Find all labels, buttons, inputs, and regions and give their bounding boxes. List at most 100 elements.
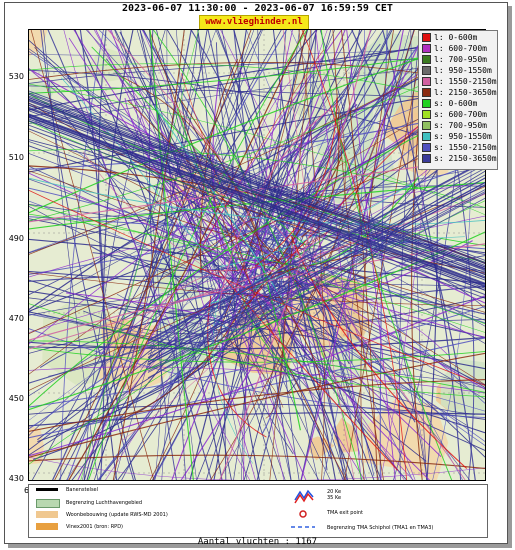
legend-swatch	[422, 77, 431, 86]
legend-item: s: 1550-2150m	[422, 143, 497, 153]
tma-exit-point-icon	[299, 510, 307, 518]
flight-track	[290, 236, 468, 469]
flight-count: Aantal vluchten : 1167	[197, 537, 318, 547]
legend-item: l: 700-950m	[422, 55, 487, 65]
flight-track	[43, 29, 99, 481]
legend-swatch	[422, 143, 431, 152]
y-label-430: 430	[8, 474, 24, 483]
flight-track	[51, 29, 192, 481]
legend-item: s: 0-600m	[422, 99, 477, 109]
y-label-510: 510	[8, 153, 24, 162]
flight-track	[152, 29, 363, 481]
flight-track	[147, 181, 486, 363]
flight-track	[81, 29, 217, 481]
flight-track	[58, 29, 208, 481]
flight-track	[147, 197, 486, 379]
flight-track	[202, 49, 325, 246]
flight-track	[154, 105, 282, 299]
flight-track	[308, 263, 416, 423]
map-key: Banenstelsel Begrenzing Luchthavengebied…	[28, 484, 488, 538]
flight-track	[148, 29, 347, 481]
flight-track	[28, 337, 486, 439]
legend-swatch	[422, 154, 431, 163]
flight-track	[243, 29, 294, 481]
legend-item: s: 700-950m	[422, 121, 487, 131]
flight-track	[110, 29, 257, 481]
flight-track	[180, 72, 254, 295]
flight-track	[310, 29, 368, 481]
flight-track	[28, 170, 486, 313]
flight-track	[218, 270, 399, 471]
legend-swatch	[422, 88, 431, 97]
flight-track	[28, 124, 486, 296]
flight-track	[80, 29, 200, 481]
flight-track	[82, 151, 306, 320]
flight-track	[28, 213, 486, 325]
flight-track	[139, 29, 233, 481]
flight-track	[98, 29, 137, 481]
housing-swatch	[36, 511, 58, 518]
flight-track	[322, 29, 366, 481]
legend-item: l: 0-600m	[422, 33, 477, 43]
flight-track	[53, 29, 252, 481]
flight-track	[217, 102, 338, 309]
flight-track	[28, 98, 486, 270]
flight-track	[60, 29, 105, 481]
flight-track	[149, 29, 195, 481]
flight-track	[28, 116, 486, 288]
flight-track	[212, 284, 253, 464]
tma-boundary-label: Begrenzing TMA Schiphol (TMA1 en TMA3)	[327, 525, 434, 531]
flight-track	[28, 128, 486, 300]
noise-35-label: 35 Ke	[327, 495, 342, 501]
flight-track	[28, 102, 486, 274]
flight-track	[241, 188, 418, 274]
flight-track	[28, 104, 486, 276]
flight-track	[28, 327, 486, 419]
flight-track	[202, 262, 214, 282]
flight-track	[28, 118, 486, 290]
flight-track	[28, 116, 486, 288]
flight-track	[28, 185, 486, 392]
flight-track	[28, 113, 486, 284]
flight-track	[161, 29, 264, 481]
flight-track	[282, 29, 355, 481]
flight-track	[209, 292, 350, 365]
flight-track	[147, 183, 486, 365]
flight-track	[63, 29, 251, 481]
flight-track	[28, 302, 486, 398]
flight-track	[249, 287, 442, 457]
flight-track	[91, 46, 307, 246]
flight-track	[28, 172, 486, 339]
land-area	[334, 417, 359, 453]
site-link[interactable]: www.vlieghinder.nl	[199, 15, 309, 30]
flight-track	[147, 167, 486, 349]
y-label-490: 490	[8, 234, 24, 243]
flight-track	[28, 67, 486, 391]
runway-label: Banenstelsel	[66, 487, 99, 493]
flight-track	[28, 109, 486, 281]
flight-track	[241, 29, 336, 481]
flight-track	[28, 90, 486, 262]
flight-track	[28, 83, 486, 216]
flight-track	[147, 159, 486, 341]
flight-track	[28, 352, 486, 459]
housing-label: Woonbebouwing (update RWS-MD 2001)	[66, 512, 168, 518]
flight-track	[28, 215, 486, 334]
flight-track	[265, 310, 285, 419]
flight-track	[28, 100, 486, 272]
flight-track	[218, 29, 372, 481]
flight-track	[73, 29, 223, 481]
flight-track	[301, 111, 340, 238]
flight-track	[28, 347, 486, 363]
legend-swatch	[422, 33, 431, 42]
noise-contour-icon	[294, 489, 314, 504]
flight-track	[147, 188, 486, 370]
land-area	[308, 436, 335, 461]
runway-swatch	[36, 488, 58, 491]
flight-track	[93, 29, 415, 481]
map-border	[28, 29, 486, 481]
noise-20-label: 20 Ke	[327, 489, 342, 495]
y-label-450: 450	[8, 394, 24, 403]
altitude-legend: l: 0-600m l: 600-700m l: 700-950m l: 950…	[418, 30, 498, 170]
flight-track	[254, 97, 338, 267]
